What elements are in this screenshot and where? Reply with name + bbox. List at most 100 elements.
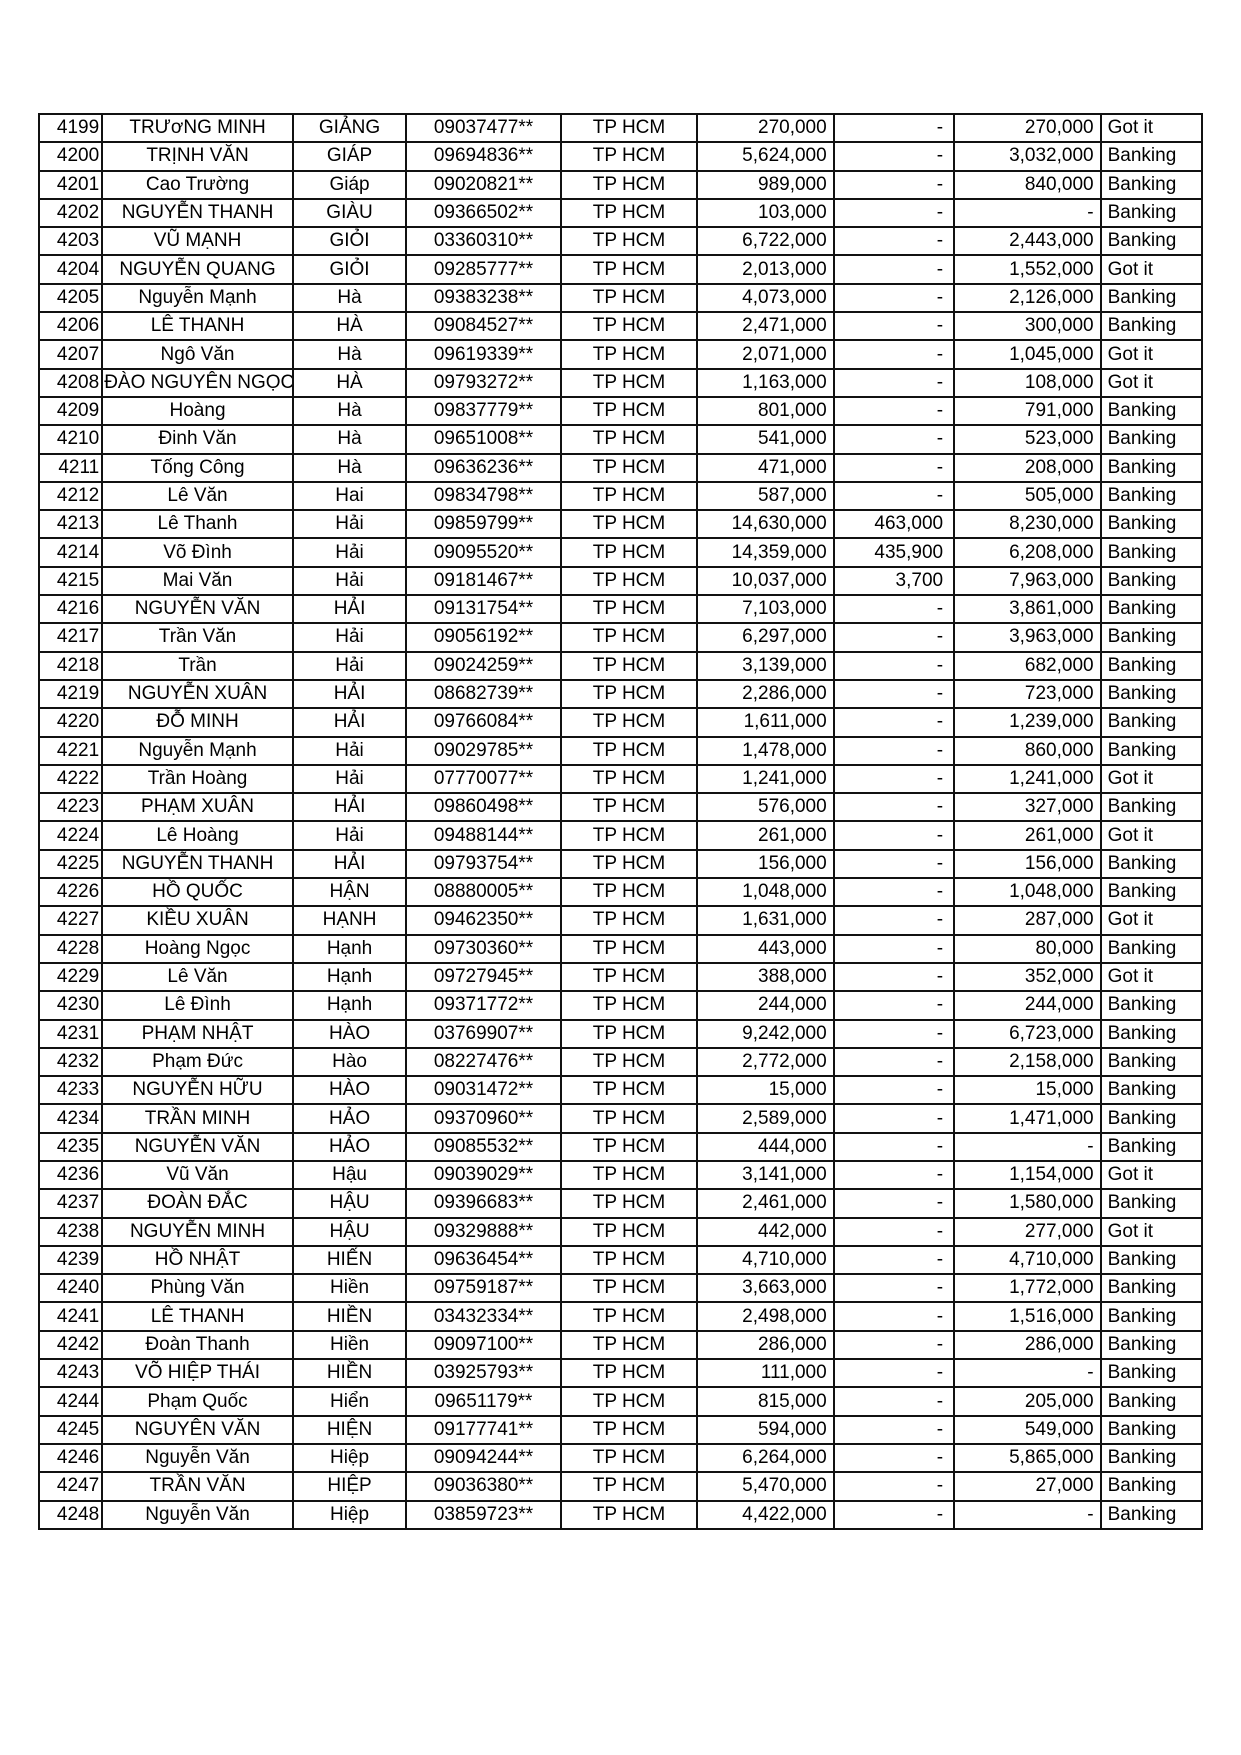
amount-paid-cell: 287,000 xyxy=(953,905,1102,936)
table-row: 4246 Nguyễn Văn Hiệp 09094244** TP HCM 6,264,… xyxy=(37,1442,1204,1474)
given-name-cell: HẢO xyxy=(291,1103,408,1134)
amount-deduction-cell: - xyxy=(832,367,956,398)
surname-middle-cell: ĐÀO NGUYÊN NGỌC xyxy=(101,367,294,398)
row-number-cell: 4227 xyxy=(37,905,104,936)
amount-total-cell: 594,000 xyxy=(696,1414,835,1445)
amount-deduction-cell: - xyxy=(832,226,956,257)
surname-middle-cell: NGUYỄN VĂN xyxy=(101,1131,294,1162)
payment-method-cell: Banking xyxy=(1099,282,1204,314)
row-number-cell: 4221 xyxy=(37,735,104,766)
city-cell: TP HCM xyxy=(559,1244,699,1276)
phone-cell: 09462350** xyxy=(405,905,562,936)
amount-deduction-cell: - xyxy=(832,254,956,285)
amount-paid-cell: 27,000 xyxy=(953,1471,1102,1502)
city-cell: TP HCM xyxy=(559,480,699,512)
payment-method-cell: Banking xyxy=(1099,1301,1204,1332)
row-number-cell: 4209 xyxy=(37,395,104,427)
payment-method-cell: Banking xyxy=(1099,1471,1204,1502)
amount-paid-cell: 723,000 xyxy=(953,678,1102,710)
payment-method-cell: Banking xyxy=(1099,1273,1204,1304)
phone-cell: 09084527** xyxy=(405,311,562,342)
table-row: 4218 Trần Hải 09024259** TP HCM 3,139,000-682… xyxy=(37,650,1204,681)
amount-deduction-cell: - xyxy=(832,424,956,455)
city-cell: TP HCM xyxy=(559,1386,699,1417)
amount-deduction-cell: - xyxy=(832,905,956,936)
city-cell: TP HCM xyxy=(559,226,699,257)
row-number-cell: 4243 xyxy=(37,1358,104,1389)
row-number-cell: 4218 xyxy=(37,650,104,681)
surname-middle-cell: Phạm Quốc xyxy=(101,1386,294,1417)
row-number-cell: 4238 xyxy=(37,1216,104,1247)
row-number-cell: 4223 xyxy=(37,792,104,823)
amount-paid-cell: 1,552,000 xyxy=(953,254,1102,285)
city-cell: TP HCM xyxy=(559,282,699,314)
amount-deduction-cell: - xyxy=(832,678,956,710)
surname-middle-cell: HỒ NHẬT xyxy=(101,1244,294,1276)
amount-total-cell: 244,000 xyxy=(696,990,835,1021)
amount-deduction-cell: - xyxy=(832,1188,956,1219)
surname-middle-cell: Nguyễn Mạnh xyxy=(101,735,294,766)
surname-middle-cell: NGUYỄN XUÂN xyxy=(101,678,294,710)
amount-paid-cell: 1,045,000 xyxy=(953,339,1102,370)
amount-total-cell: 4,422,000 xyxy=(696,1499,835,1530)
amount-total-cell: 14,630,000 xyxy=(696,509,835,540)
payment-method-cell: Banking xyxy=(1099,537,1204,568)
given-name-cell: Giáp xyxy=(291,169,408,200)
surname-middle-cell: TRƯơNG MINH xyxy=(101,112,294,144)
city-cell: TP HCM xyxy=(559,367,699,398)
surname-middle-cell: HỒ QUỐC xyxy=(101,877,294,908)
payment-method-cell: Got it xyxy=(1099,905,1204,936)
amount-deduction-cell: - xyxy=(832,1499,956,1530)
surname-middle-cell: Hoàng Ngọc xyxy=(101,933,294,964)
table-row: 4231 PHẠM NHẬT HÀO 03769907** TP HCM 9,242,00… xyxy=(37,1018,1204,1049)
amount-paid-cell: 549,000 xyxy=(953,1414,1102,1445)
amount-total-cell: 10,037,000 xyxy=(696,565,835,597)
row-number-cell: 4228 xyxy=(37,933,104,964)
payment-method-cell: Got it xyxy=(1099,1159,1204,1191)
given-name-cell: Hà xyxy=(291,339,408,370)
amount-deduction-cell: - xyxy=(832,169,956,200)
phone-cell: 07770077** xyxy=(405,763,562,795)
row-number-cell: 4213 xyxy=(37,509,104,540)
amount-deduction-cell: - xyxy=(832,1442,956,1474)
table-row: 4221 Nguyễn Mạnh Hải 09029785** TP HCM 1,478,… xyxy=(37,735,1204,766)
phone-cell: 09020821** xyxy=(405,169,562,200)
table-row: 4208 ĐÀO NGUYÊN NGỌC HÀ 09793272** TP HCM 1,1… xyxy=(37,367,1204,398)
phone-cell: 09037477** xyxy=(405,112,562,144)
row-number-cell: 4220 xyxy=(37,707,104,738)
table-row: 4245 NGUYÊN VĂN HIỆN 09177741** TP HCM 594,00… xyxy=(37,1414,1204,1445)
amount-deduction-cell: - xyxy=(832,112,956,144)
city-cell: TP HCM xyxy=(559,112,699,144)
given-name-cell: HÀO xyxy=(291,1075,408,1106)
amount-paid-cell: 2,443,000 xyxy=(953,226,1102,257)
amount-paid-cell: 327,000 xyxy=(953,792,1102,823)
surname-middle-cell: NGUYỄN THANH xyxy=(101,197,294,229)
city-cell: TP HCM xyxy=(559,1414,699,1445)
given-name-cell: GIẢNG xyxy=(291,112,408,144)
payment-method-cell: Banking xyxy=(1099,141,1204,172)
payment-method-cell: Banking xyxy=(1099,1499,1204,1530)
amount-total-cell: 6,722,000 xyxy=(696,226,835,257)
given-name-cell: Hiền xyxy=(291,1273,408,1304)
phone-cell: 09651179** xyxy=(405,1386,562,1417)
row-number-cell: 4230 xyxy=(37,990,104,1021)
payment-method-cell: Banking xyxy=(1099,1188,1204,1219)
city-cell: TP HCM xyxy=(559,339,699,370)
row-number-cell: 4200 xyxy=(37,141,104,172)
amount-total-cell: 3,663,000 xyxy=(696,1273,835,1304)
phone-cell: 09094244** xyxy=(405,1442,562,1474)
payment-method-cell: Got it xyxy=(1099,820,1204,851)
amount-deduction-cell: - xyxy=(832,1471,956,1502)
row-number-cell: 4234 xyxy=(37,1103,104,1134)
amount-paid-cell: 1,516,000 xyxy=(953,1301,1102,1332)
given-name-cell: HIẾN xyxy=(291,1244,408,1276)
phone-cell: 09029785** xyxy=(405,735,562,766)
city-cell: TP HCM xyxy=(559,311,699,342)
payment-method-cell: Got it xyxy=(1099,961,1204,993)
payment-method-cell: Banking xyxy=(1099,480,1204,512)
phone-cell: 09759187** xyxy=(405,1273,562,1304)
amount-total-cell: 443,000 xyxy=(696,933,835,964)
city-cell: TP HCM xyxy=(559,1075,699,1106)
table-row: 4206 LÊ THANH HÀ 09084527** TP HCM 2,471,000-… xyxy=(37,311,1204,342)
phone-cell: 09859799** xyxy=(405,509,562,540)
